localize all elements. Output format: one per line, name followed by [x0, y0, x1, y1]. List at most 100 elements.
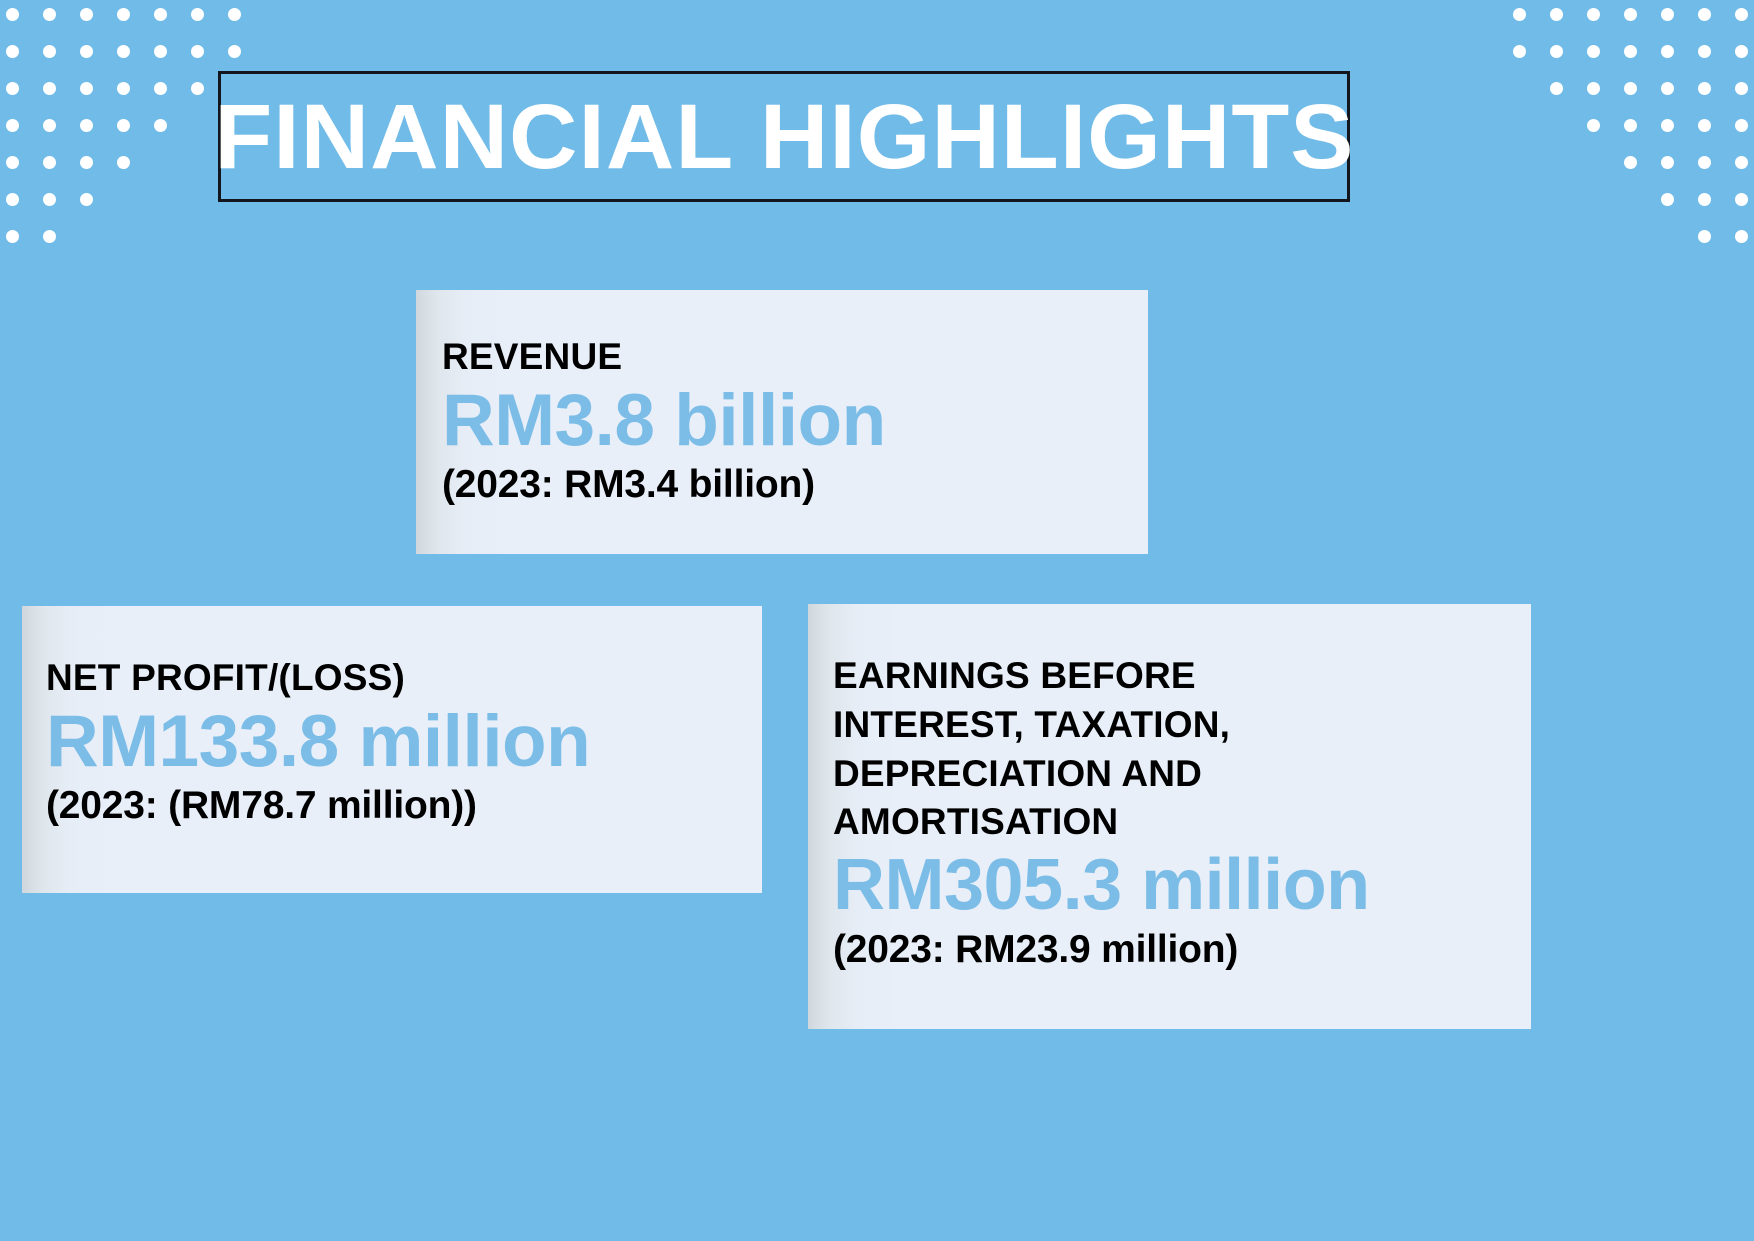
dot-row [1563, 119, 1748, 132]
metric-card-net-profit: NET PROFIT/(LOSS) RM133.8 million (2023:… [22, 606, 762, 893]
dot [1624, 119, 1637, 132]
dot-row [1489, 8, 1748, 21]
dot [1587, 119, 1600, 132]
dot [80, 119, 93, 132]
metric-value-revenue: RM3.8 billion [442, 379, 886, 461]
dot [1698, 8, 1711, 21]
dot [1698, 230, 1711, 243]
dot [43, 45, 56, 58]
dot [1661, 119, 1674, 132]
metric-label-revenue: REVENUE [442, 336, 623, 377]
dot [1587, 45, 1600, 58]
dot [43, 8, 56, 21]
dot-row [1637, 193, 1748, 206]
dot [80, 193, 93, 206]
dot [1698, 193, 1711, 206]
dot [80, 156, 93, 169]
dot [1624, 156, 1637, 169]
dot-row [1489, 45, 1748, 58]
dot-row [6, 119, 191, 132]
dot [154, 8, 167, 21]
dot [43, 119, 56, 132]
dot [1550, 8, 1563, 21]
dot [1587, 8, 1600, 21]
dot [6, 8, 19, 21]
dot [228, 8, 241, 21]
dot-row [1674, 230, 1748, 243]
dot [6, 119, 19, 132]
dot [1735, 8, 1748, 21]
dot [117, 119, 130, 132]
dot [1661, 156, 1674, 169]
dot [117, 82, 130, 95]
dot-row [6, 45, 265, 58]
metric-card-net-profit-content: NET PROFIT/(LOSS) RM133.8 million (2023:… [46, 654, 591, 830]
dot [1735, 230, 1748, 243]
dot-row [6, 82, 228, 95]
dot [1698, 119, 1711, 132]
dot [1624, 8, 1637, 21]
dot [1624, 45, 1637, 58]
metric-card-ebitda-content: EARNINGS BEFORE INTEREST, TAXATION, DEPR… [833, 652, 1370, 974]
dot [43, 82, 56, 95]
dot [191, 45, 204, 58]
dot-row [6, 193, 117, 206]
dot [1661, 193, 1674, 206]
dot-row [1526, 82, 1748, 95]
dot [1550, 82, 1563, 95]
dot [43, 193, 56, 206]
page-title-box: FINANCIAL HIGHLIGHTS [214, 71, 1353, 202]
dot-row [6, 156, 154, 169]
dot [1698, 156, 1711, 169]
metric-prior-year-ebitda: (2023: RM23.9 million) [833, 927, 1239, 971]
dot [1735, 193, 1748, 206]
dot [1587, 82, 1600, 95]
dot [1513, 8, 1526, 21]
dot [1661, 82, 1674, 95]
dot [117, 45, 130, 58]
dot [154, 45, 167, 58]
dot-row [6, 230, 80, 243]
metric-prior-year-revenue: (2023: RM3.4 billion) [442, 463, 815, 507]
dot-row [6, 8, 265, 21]
dot [1735, 156, 1748, 169]
dot-pattern-top-right [1454, 0, 1754, 260]
dot-row [1600, 156, 1748, 169]
dot [228, 45, 241, 58]
dot [191, 82, 204, 95]
dot [1735, 119, 1748, 132]
dot [154, 82, 167, 95]
dot [80, 82, 93, 95]
dot [6, 82, 19, 95]
metric-value-net-profit: RM133.8 million [46, 700, 591, 782]
dot [80, 45, 93, 58]
dot [1661, 45, 1674, 58]
page-title: FINANCIAL HIGHLIGHTS [213, 85, 1355, 188]
dot [1698, 82, 1711, 95]
dot [43, 230, 56, 243]
dot [6, 45, 19, 58]
dot [1735, 82, 1748, 95]
dot [1661, 8, 1674, 21]
dot [117, 8, 130, 21]
dot [1513, 45, 1526, 58]
dot [1735, 45, 1748, 58]
metric-card-ebitda: EARNINGS BEFORE INTEREST, TAXATION, DEPR… [808, 604, 1531, 1029]
dot [6, 156, 19, 169]
dot [1550, 45, 1563, 58]
metric-card-revenue-content: REVENUE RM3.8 billion (2023: RM3.4 billi… [442, 333, 886, 509]
metric-card-revenue: REVENUE RM3.8 billion (2023: RM3.4 billi… [416, 290, 1148, 554]
dot [117, 156, 130, 169]
metric-value-ebitda: RM305.3 million [833, 845, 1370, 926]
dot [1624, 82, 1637, 95]
dot [43, 156, 56, 169]
metric-prior-year-net-profit: (2023: (RM78.7 million)) [46, 784, 477, 828]
metric-label-ebitda: EARNINGS BEFORE INTEREST, TAXATION, DEPR… [833, 655, 1231, 843]
dot [80, 8, 93, 21]
dot [6, 230, 19, 243]
dot [1698, 45, 1711, 58]
metric-label-net-profit: NET PROFIT/(LOSS) [46, 657, 406, 698]
dot [191, 8, 204, 21]
dot [6, 193, 19, 206]
